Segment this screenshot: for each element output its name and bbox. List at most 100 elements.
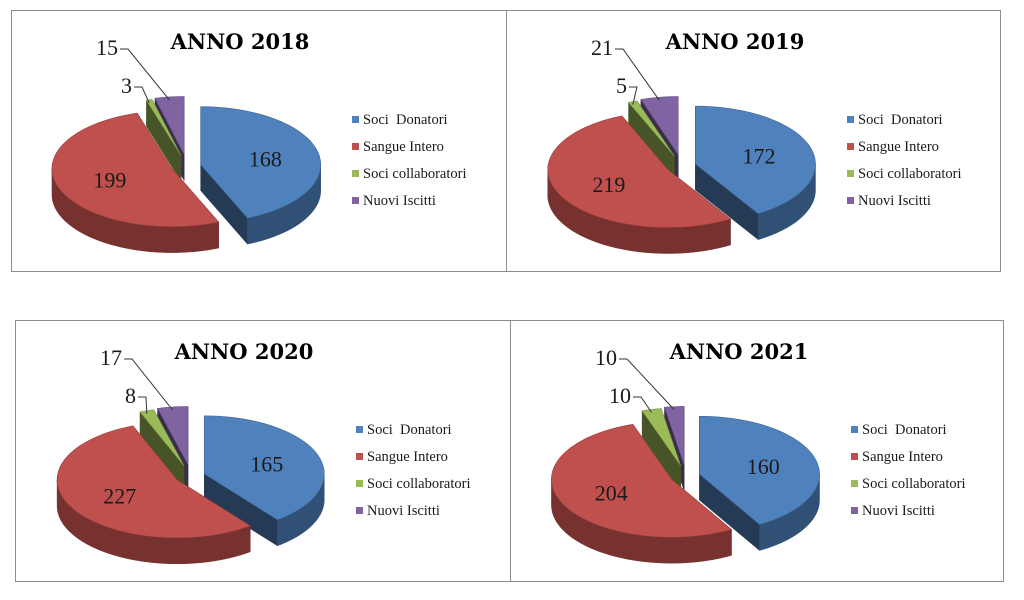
legend-soci-collaboratori: Soci collaboratori (356, 476, 470, 492)
pie-chart-2021: ANNO 2021 160 204 10 10 Soci Donatori Sangue I… (551, 339, 965, 564)
legend-sangue-intero: Sangue Intero (352, 139, 444, 155)
legend-nuovi-iscitti: Nuovi Iscitti (356, 503, 440, 519)
chart-title: ANNO 2020 (174, 339, 314, 364)
legend-sangue-intero-label: Sangue Intero (363, 139, 444, 155)
slice-soci-collaboratori (627, 100, 675, 183)
legend-nuovi-iscitti-swatch (847, 197, 854, 204)
slice-soci-donatori (203, 415, 325, 547)
legend-soci-donatori-swatch (851, 426, 858, 433)
label-sangue-intero: 199 (93, 168, 126, 193)
legend-sangue-intero-swatch (851, 453, 858, 460)
legend: Soci Donatori Sangue Intero Soci collabora… (851, 422, 965, 519)
chart-panel-2018: ANNO 2018 168 199 3 15 Soci Donatori Sangue In… (11, 10, 507, 272)
chart-panel-2021: ANNO 2021 160 204 10 10 Soci Donatori Sangue I… (510, 320, 1004, 582)
legend-sangue-intero-label: Sangue Intero (367, 449, 448, 465)
legend-sangue-intero-swatch (352, 143, 359, 150)
slice-soci-donatori (200, 106, 322, 245)
label-sangue-intero: 219 (592, 172, 625, 197)
label-soci-donatori: 165 (250, 452, 283, 477)
label-nuovi-iscitti-leader (619, 358, 675, 410)
legend: Soci Donatori Sangue Intero Soci collabora… (352, 112, 466, 209)
label-soci-collaboratori-leader (629, 86, 638, 105)
legend-sangue-intero: Sangue Intero (851, 449, 943, 465)
label-soci-collaboratori: 8 (125, 383, 136, 408)
chart-panel-2020: ANNO 2020 165 227 8 17 Soci Donatori Sangue In… (15, 320, 511, 582)
label-nuovi-iscitti: 10 (595, 345, 617, 370)
legend-sangue-intero-swatch (847, 143, 854, 150)
legend-nuovi-iscitti-label: Nuovi Iscitti (363, 193, 436, 209)
label-soci-collaboratori: 5 (616, 73, 627, 98)
legend-soci-collaboratori-label: Soci collaboratori (862, 476, 965, 492)
legend-soci-collaboratori: Soci collaboratori (847, 166, 961, 182)
label-soci-donatori: 160 (747, 454, 780, 479)
legend-soci-donatori-label: Soci Donatori (858, 112, 943, 128)
slice-soci-collaboratori (139, 409, 185, 493)
legend-soci-collaboratori-label: Soci collaboratori (367, 476, 470, 492)
chart-title: ANNO 2018 (170, 29, 310, 54)
slice-soci-collaboratori (145, 99, 182, 183)
label-soci-collaboratori: 10 (609, 383, 631, 408)
legend-nuovi-iscitti: Nuovi Iscitti (851, 503, 935, 519)
slice-sangue-intero (551, 423, 733, 564)
slice-sangue-intero (51, 112, 220, 253)
slice-soci-donatori (699, 415, 820, 552)
legend-nuovi-iscitti: Nuovi Iscitti (352, 193, 436, 209)
slice-soci-donatori (695, 105, 816, 241)
legend-soci-collaboratori: Soci collaboratori (851, 476, 965, 492)
legend-sangue-intero-label: Sangue Intero (862, 449, 943, 465)
legend-sangue-intero: Sangue Intero (847, 139, 939, 155)
legend-sangue-intero: Sangue Intero (356, 449, 448, 465)
label-nuovi-iscitti: 17 (100, 345, 122, 370)
legend-soci-collaboratori-swatch (356, 480, 363, 487)
label-sangue-intero: 227 (103, 484, 136, 509)
legend-soci-collaboratori: Soci collaboratori (352, 166, 466, 182)
legend-nuovi-iscitti-swatch (851, 507, 858, 514)
legend-nuovi-iscitti-label: Nuovi Iscitti (367, 503, 440, 519)
legend-soci-collaboratori-swatch (851, 480, 858, 487)
legend-sangue-intero-swatch (356, 453, 363, 460)
label-nuovi-iscitti-leader (615, 48, 660, 101)
legend-soci-donatori-label: Soci Donatori (862, 422, 947, 438)
legend-soci-donatori: Soci Donatori (851, 422, 947, 438)
label-soci-collaboratori-leader (138, 396, 148, 414)
slice-sangue-intero (547, 115, 732, 254)
label-soci-collaboratori-leader (633, 396, 652, 413)
chart-title: ANNO 2019 (665, 29, 805, 54)
legend-soci-donatori: Soci Donatori (352, 112, 448, 128)
legend-nuovi-iscitti-label: Nuovi Iscitti (862, 503, 935, 519)
label-nuovi-iscitti: 15 (96, 35, 118, 60)
pie-chart-2020: ANNO 2020 165 227 817 Soci Donatori Sangue In… (56, 339, 470, 565)
label-soci-donatori: 172 (743, 144, 776, 169)
legend-soci-donatori-swatch (847, 116, 854, 123)
legend-soci-donatori-swatch (356, 426, 363, 433)
label-soci-collaboratori: 3 (121, 73, 132, 98)
chart-title: ANNO 2021 (669, 339, 809, 364)
legend-soci-donatori: Soci Donatori (847, 112, 943, 128)
legend-soci-collaboratori-swatch (847, 170, 854, 177)
legend-soci-collaboratori-swatch (352, 170, 359, 177)
legend-soci-collaboratori-label: Soci collaboratori (363, 166, 466, 182)
legend-sangue-intero-label: Sangue Intero (858, 139, 939, 155)
label-soci-collaboratori-leader (134, 86, 150, 104)
label-sangue-intero: 204 (595, 480, 628, 505)
label-nuovi-iscitti: 21 (591, 35, 613, 60)
label-soci-donatori: 168 (249, 146, 282, 171)
legend-nuovi-iscitti-label: Nuovi Iscitti (858, 193, 931, 209)
slice-sangue-intero (56, 425, 251, 565)
legend-soci-collaboratori-label: Soci collaboratori (858, 166, 961, 182)
legend-soci-donatori-swatch (352, 116, 359, 123)
label-nuovi-iscitti-leader (120, 48, 170, 101)
pie-chart-2019: ANNO 2019 172 219 521 Soci Donatori Sangue In… (547, 29, 961, 254)
legend-nuovi-iscitti-swatch (356, 507, 363, 514)
label-nuovi-iscitti-leader (124, 358, 173, 411)
legend: Soci Donatori Sangue Intero Soci collabora… (356, 422, 470, 519)
legend-soci-donatori-label: Soci Donatori (367, 422, 452, 438)
legend-soci-donatori-label: Soci Donatori (363, 112, 448, 128)
chart-panel-2019: ANNO 2019 172 219 5 21 Soci Donatori Sangue In… (506, 10, 1001, 272)
legend-soci-donatori: Soci Donatori (356, 422, 452, 438)
legend: Soci Donatori Sangue Intero Soci collabora… (847, 112, 961, 209)
legend-nuovi-iscitti-swatch (352, 197, 359, 204)
legend-nuovi-iscitti: Nuovi Iscitti (847, 193, 931, 209)
slice-soci-collaboratori (641, 408, 681, 493)
pie-chart-2018: ANNO 2018 168 199 315 Soci Donatori Sangue In… (51, 29, 466, 253)
